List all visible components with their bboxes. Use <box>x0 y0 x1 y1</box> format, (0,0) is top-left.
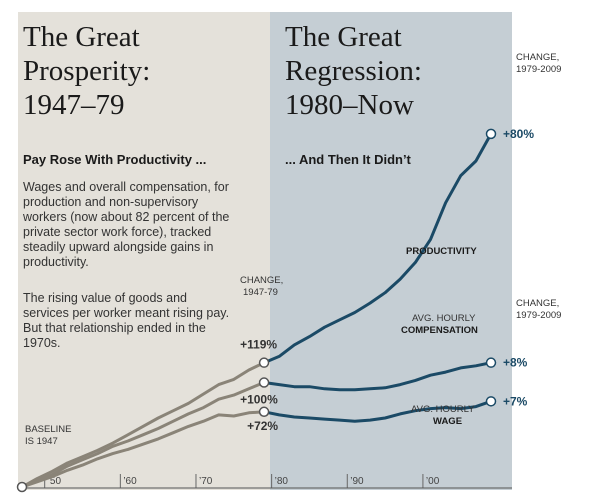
x-axis-ticks: ’50 ’60 ’70 ’80 ’90 ’00 <box>44 474 440 488</box>
left-paragraph-1: Wages and overall compensation, for prod… <box>23 180 230 269</box>
productivity-series-label: PRODUCTIVITY <box>406 246 477 257</box>
avg-hourly-wage-change-label-2009: +7% <box>503 394 528 408</box>
left-paragraph-2: The rising value of goods and services p… <box>23 291 230 350</box>
productivity-marker-2009 <box>485 128 497 140</box>
right-subhead: ... And Then It Didn’t <box>285 152 412 167</box>
change-right-top-label-line-1: CHANGE, <box>516 52 559 63</box>
change-right-top-label-line-2: 1979-2009 <box>516 64 561 75</box>
avg-hourly-wage-marker-1979 <box>258 406 270 418</box>
wage-series-label-line-2: WAGE <box>433 416 462 427</box>
left-title-line-1: The Great <box>23 21 140 53</box>
avg-hourly-wage-line-1979-2009 <box>263 399 492 423</box>
baseline-marker <box>16 481 28 493</box>
right-title-line-1: The Great <box>285 21 402 53</box>
avg-hourly-wage-change-label-1979: +72% <box>247 419 278 433</box>
productivity-change-label-2009: +80% <box>503 127 534 141</box>
avg-hourly-compensation-change-label-1979: +100% <box>240 393 278 407</box>
x-tick-label-1950: ’50 <box>48 476 62 487</box>
compensation-series-label-line-1: AVG. HOURLY <box>412 313 476 324</box>
marker-layer: +119% +100% +72% +80% +8% +7% <box>16 127 534 493</box>
productivity-line-1947-79 <box>21 361 265 489</box>
left-title-line-2: Prosperity: <box>23 55 150 87</box>
avg-hourly-compensation-marker-1979 <box>258 377 270 388</box>
avg-hourly-wage-line-1947-79 <box>21 410 265 489</box>
series-layer <box>21 133 493 489</box>
avg-hourly-wage-marker-2009 <box>485 396 497 407</box>
baseline-label-line-1: BASELINE <box>25 424 71 435</box>
x-tick-label-1980: ’80 <box>275 476 289 487</box>
x-tick-label-1990: ’90 <box>350 476 364 487</box>
right-title-line-3: 1980–Now <box>285 89 414 121</box>
wage-series-label-line-1: AVG. HOURLY <box>411 404 475 415</box>
avg-hourly-compensation-change-label-2009: +8% <box>503 356 528 370</box>
prosperity-panel-background <box>18 12 270 490</box>
compensation-series-label-line-2: COMPENSATION <box>401 325 478 336</box>
productivity-marker-1979 <box>258 357 270 368</box>
left-title-line-3: 1947–79 <box>23 89 125 121</box>
avg-hourly-compensation-marker-2009 <box>485 357 497 368</box>
right-title-line-2: Regression: <box>285 55 422 87</box>
productivity-line-1979-2009 <box>263 133 493 365</box>
regression-panel-background <box>270 12 512 490</box>
change-right-mid-label-line-1: CHANGE, <box>516 298 559 309</box>
avg-hourly-compensation-line-1979-2009 <box>263 361 492 392</box>
change-left-label-line-1: CHANGE, <box>240 275 283 286</box>
x-tick-label-1970: ’70 <box>199 476 213 487</box>
productivity-change-label-1979: +119% <box>240 338 277 352</box>
left-subhead: Pay Rose With Productivity ... <box>23 152 206 167</box>
x-tick-label-1960: ’60 <box>123 476 137 487</box>
baseline-label-line-2: IS 1947 <box>25 436 58 447</box>
avg-hourly-compensation-line-1947-79 <box>21 381 265 489</box>
change-right-mid-label-line-2: 1979-2009 <box>516 310 561 321</box>
change-left-label-line-2: 1947-79 <box>243 287 278 298</box>
x-tick-label-2000: ’00 <box>426 476 440 487</box>
